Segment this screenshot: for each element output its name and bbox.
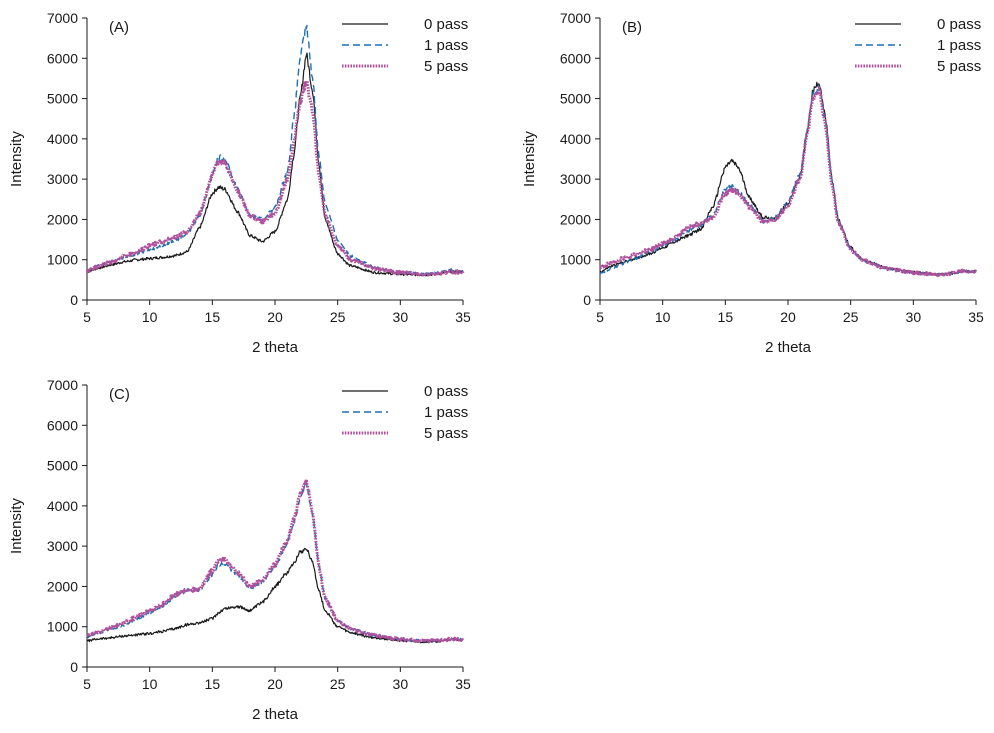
chart-c: 0 1000 2000 3000 4000 5000 6000 7000 5 10 15 20 25 30… <box>8 377 471 723</box>
series-line-5-pass <box>86 478 465 644</box>
x-tick-label: 10 <box>142 676 158 692</box>
legend-label: 5 pass <box>937 58 981 75</box>
y-tick-label: 2000 <box>560 211 591 227</box>
x-tick-label: 25 <box>330 309 346 325</box>
x-axis-label: 2 theta <box>252 339 299 356</box>
legend-label: 0 pass <box>937 16 981 33</box>
y-tick-label: 5000 <box>560 91 591 107</box>
x-axis-label: 2 theta <box>252 706 299 723</box>
x-tick-label: 20 <box>267 309 283 325</box>
x-tick-label: 35 <box>968 309 984 325</box>
y-tick-label: 2000 <box>47 578 78 594</box>
legend-label: 0 pass <box>424 16 468 33</box>
panel-label: (A) <box>109 19 129 36</box>
y-tick-label: 7000 <box>47 10 78 26</box>
x-tick-label: 5 <box>596 309 604 325</box>
series-line-1-pass <box>86 480 464 643</box>
y-tick-label: 4000 <box>560 131 591 147</box>
x-tick-label: 25 <box>843 309 859 325</box>
x-tick-label: 15 <box>718 309 734 325</box>
y-tick-label: 1000 <box>47 619 78 635</box>
series-line-5-pass <box>85 79 465 277</box>
y-tick-label: 5000 <box>47 91 78 107</box>
y-tick-label: 0 <box>70 659 78 675</box>
y-tick-label: 6000 <box>560 50 591 66</box>
y-axis-label: Intensity <box>521 131 538 187</box>
y-tick-label: 4000 <box>47 498 78 514</box>
x-tick-label: 30 <box>393 309 409 325</box>
series-line-5-pass <box>598 86 978 277</box>
legend-label: 1 pass <box>424 404 468 421</box>
series-line-0-pass <box>86 547 464 644</box>
chart-a: 0 1000 2000 3000 4000 5000 6000 7000 5 10 15 20 25 30… <box>8 10 471 356</box>
x-tick-label: 30 <box>906 309 922 325</box>
y-tick-label: 7000 <box>47 377 78 393</box>
y-tick-label: 4000 <box>47 131 78 147</box>
y-axis-label: Intensity <box>8 131 25 187</box>
y-tick-label: 6000 <box>47 417 78 433</box>
x-tick-label: 5 <box>83 309 91 325</box>
y-axis-label: Intensity <box>8 498 25 554</box>
y-tick-label: 6000 <box>47 50 78 66</box>
y-tick-label: 1000 <box>47 252 78 268</box>
series-line-0-pass <box>86 52 464 277</box>
x-tick-label: 10 <box>142 309 158 325</box>
x-tick-label: 25 <box>330 676 346 692</box>
panel-label: (B) <box>622 19 642 36</box>
series-line-1-pass <box>86 24 464 276</box>
y-tick-label: 2000 <box>47 211 78 227</box>
x-tick-label: 10 <box>655 309 671 325</box>
x-tick-label: 30 <box>393 676 409 692</box>
chart-b: 0 1000 2000 3000 4000 5000 6000 7000 5 10 15 20 25 30… <box>521 10 984 356</box>
y-tick-label: 0 <box>583 292 591 308</box>
x-tick-label: 15 <box>205 676 221 692</box>
panel-label: (C) <box>109 386 130 403</box>
legend-label: 0 pass <box>424 383 468 400</box>
x-tick-label: 35 <box>455 676 471 692</box>
y-tick-label: 3000 <box>47 538 78 554</box>
legend-label: 5 pass <box>424 58 468 75</box>
x-tick-label: 35 <box>455 309 471 325</box>
y-tick-label: 1000 <box>560 252 591 268</box>
x-tick-label: 20 <box>780 309 796 325</box>
y-tick-label: 3000 <box>47 171 78 187</box>
y-tick-label: 7000 <box>560 10 591 26</box>
legend-label: 5 pass <box>424 425 468 442</box>
x-tick-label: 15 <box>205 309 221 325</box>
legend-label: 1 pass <box>937 37 981 54</box>
x-tick-label: 5 <box>83 676 91 692</box>
y-tick-label: 3000 <box>560 171 591 187</box>
x-tick-label: 20 <box>267 676 283 692</box>
y-tick-label: 5000 <box>47 458 78 474</box>
legend-label: 1 pass <box>424 37 468 54</box>
y-tick-label: 0 <box>70 292 78 308</box>
x-axis-label: 2 theta <box>765 339 812 356</box>
